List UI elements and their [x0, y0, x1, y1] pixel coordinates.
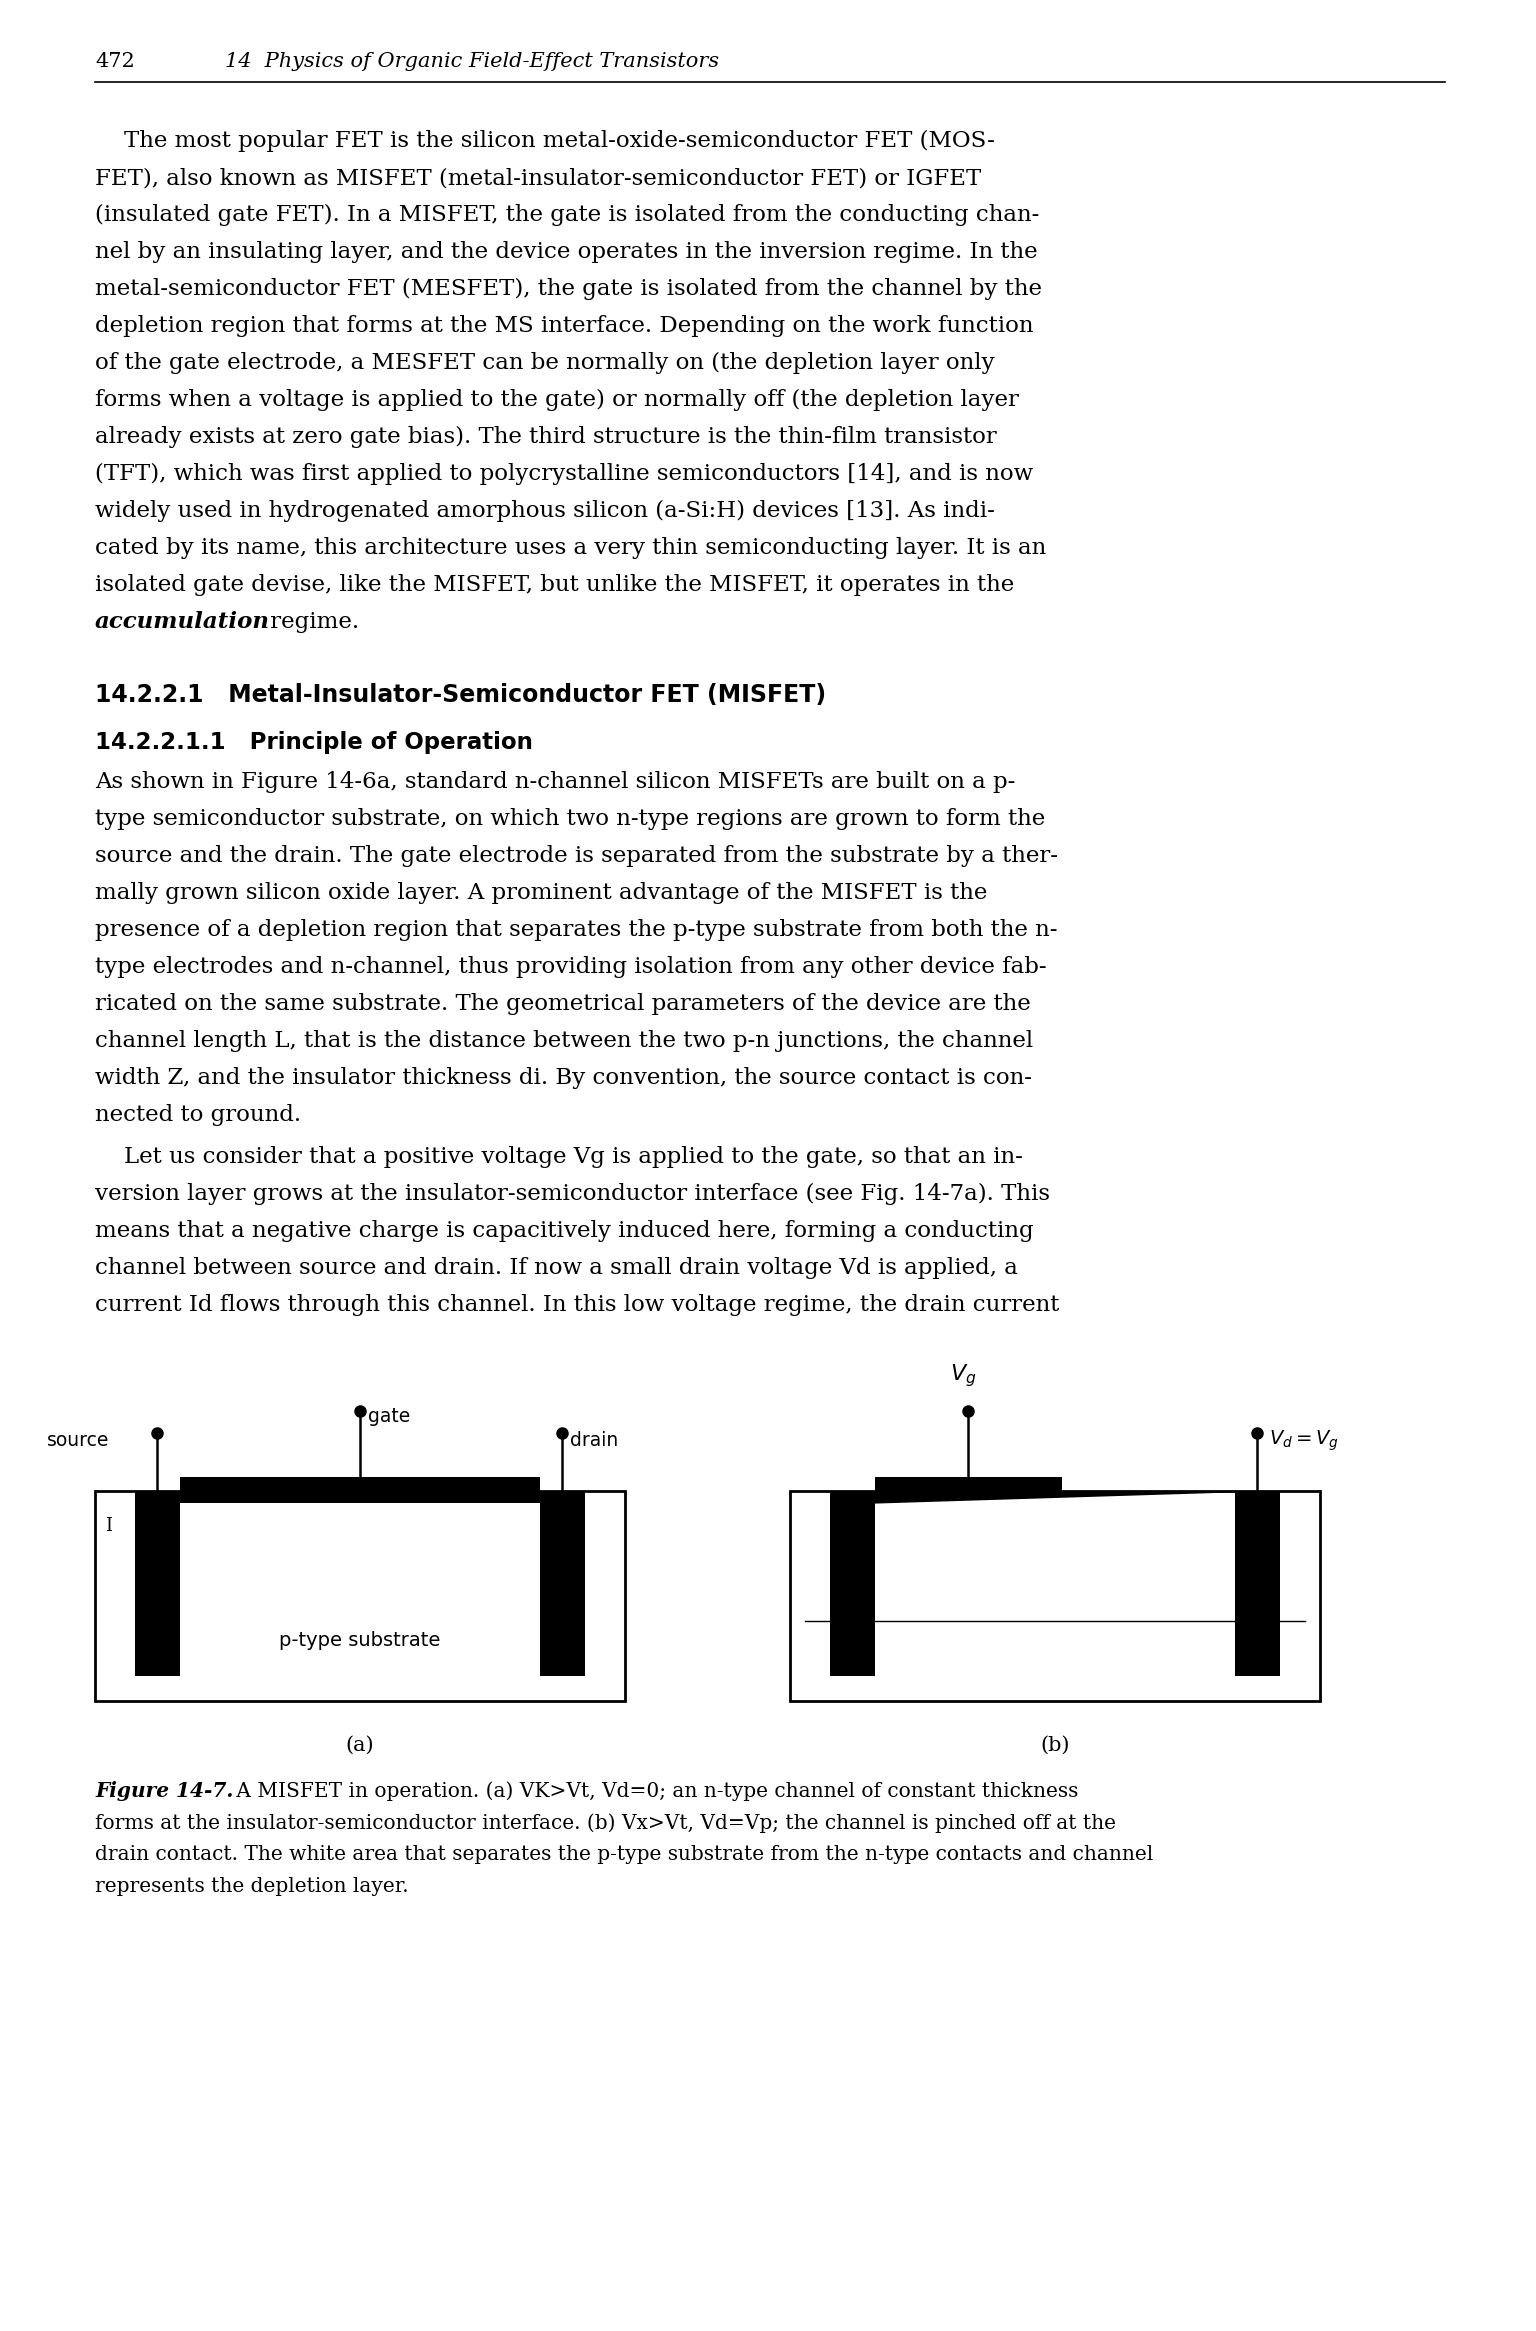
Bar	[135, 1492, 585, 1503]
Text: type semiconductor substrate, on which two n-type regions are grown to form the: type semiconductor substrate, on which t…	[95, 809, 1046, 830]
Bar	[876, 1478, 1061, 1492]
Text: forms at the insulator-semiconductor interface. (b) Vx>Vt, Vd=Vp; the channel is: forms at the insulator-semiconductor int…	[95, 1814, 1117, 1832]
Text: The most popular FET is the silicon metal-oxide-semiconductor FET (MOS-: The most popular FET is the silicon meta…	[95, 131, 995, 152]
Text: source: source	[46, 1431, 109, 1450]
Text: accumulation: accumulation	[95, 611, 270, 634]
Text: channel length L, that is the distance between the two p-n junctions, the channe: channel length L, that is the distance b…	[95, 1030, 1034, 1051]
Text: 14  Physics of Organic Field-Effect Transistors: 14 Physics of Organic Field-Effect Trans…	[224, 51, 719, 70]
Text: gate: gate	[369, 1406, 410, 1427]
Text: $V_g$: $V_g$	[949, 1361, 977, 1389]
Text: mally grown silicon oxide layer. A prominent advantage of the MISFET is the: mally grown silicon oxide layer. A promi…	[95, 881, 988, 904]
Bar	[790, 1492, 1319, 1702]
Text: As shown in Figure 14-6a, standard n-channel silicon MISFETs are built on a p-: As shown in Figure 14-6a, standard n-cha…	[95, 772, 1015, 793]
Text: ricated on the same substrate. The geometrical parameters of the device are the: ricated on the same substrate. The geome…	[95, 993, 1031, 1014]
Text: channel between source and drain. If now a small drain voltage Vd is applied, a: channel between source and drain. If now…	[95, 1256, 1018, 1280]
Bar	[180, 1478, 541, 1492]
Text: A MISFET in operation. (a) VK>Vt, Vd=0; an n-type channel of constant thickness: A MISFET in operation. (a) VK>Vt, Vd=0; …	[230, 1781, 1078, 1800]
Text: p-type substrate: p-type substrate	[280, 1632, 441, 1650]
Bar	[95, 1492, 625, 1702]
Bar	[135, 1492, 180, 1676]
Bar	[829, 1492, 876, 1676]
Text: 14.2.2.1   Metal-Insulator-Semiconductor FET (MISFET): 14.2.2.1 Metal-Insulator-Semiconductor F…	[95, 683, 826, 706]
Text: current Id flows through this channel. In this low voltage regime, the drain cur: current Id flows through this channel. I…	[95, 1294, 1060, 1317]
Text: (TFT), which was first applied to polycrystalline semiconductors [14], and is no: (TFT), which was first applied to polycr…	[95, 464, 1034, 485]
Text: $V_d = V_g$: $V_d = V_g$	[1269, 1429, 1339, 1452]
Bar	[1235, 1492, 1279, 1676]
Text: cated by its name, this architecture uses a very thin semiconducting layer. It i: cated by its name, this architecture use…	[95, 536, 1046, 559]
Text: (a): (a)	[346, 1737, 375, 1755]
Text: presence of a depletion region that separates the p-type substrate from both the: presence of a depletion region that sepa…	[95, 918, 1057, 942]
Polygon shape	[829, 1492, 1279, 1506]
Text: regime.: regime.	[263, 611, 359, 634]
Bar	[541, 1492, 585, 1676]
Text: Figure 14-7.: Figure 14-7.	[95, 1781, 233, 1802]
Text: drain contact. The white area that separates the p-type substrate from the n-typ: drain contact. The white area that separ…	[95, 1846, 1154, 1865]
Text: represents the depletion layer.: represents the depletion layer.	[95, 1876, 409, 1895]
Text: of the gate electrode, a MESFET can be normally on (the depletion layer only: of the gate electrode, a MESFET can be n…	[95, 352, 995, 373]
Text: already exists at zero gate bias). The third structure is the thin-film transist: already exists at zero gate bias). The t…	[95, 427, 997, 448]
Text: source and the drain. The gate electrode is separated from the substrate by a th: source and the drain. The gate electrode…	[95, 846, 1058, 867]
Text: metal-semiconductor FET (MESFET), the gate is isolated from the channel by the: metal-semiconductor FET (MESFET), the ga…	[95, 277, 1041, 301]
Text: (b): (b)	[1040, 1737, 1069, 1755]
Text: forms when a voltage is applied to the gate) or normally off (the depletion laye: forms when a voltage is applied to the g…	[95, 389, 1018, 410]
Text: drain: drain	[570, 1431, 619, 1450]
Text: 14.2.2.1.1   Principle of Operation: 14.2.2.1.1 Principle of Operation	[95, 732, 533, 753]
Text: 472: 472	[95, 51, 135, 70]
Text: Let us consider that a positive voltage Vg is applied to the gate, so that an in: Let us consider that a positive voltage …	[95, 1147, 1023, 1168]
Text: nected to ground.: nected to ground.	[95, 1105, 301, 1126]
Text: nel by an insulating layer, and the device operates in the inversion regime. In : nel by an insulating layer, and the devi…	[95, 240, 1038, 263]
Text: depletion region that forms at the MS interface. Depending on the work function: depletion region that forms at the MS in…	[95, 315, 1034, 338]
Text: version layer grows at the insulator-semiconductor interface (see Fig. 14-7a). T: version layer grows at the insulator-sem…	[95, 1184, 1051, 1205]
Text: type electrodes and n-channel, thus providing isolation from any other device fa: type electrodes and n-channel, thus prov…	[95, 956, 1046, 979]
Text: I: I	[104, 1517, 112, 1536]
Text: width Z, and the insulator thickness di. By convention, the source contact is co: width Z, and the insulator thickness di.…	[95, 1068, 1032, 1089]
Text: (insulated gate FET). In a MISFET, the gate is isolated from the conducting chan: (insulated gate FET). In a MISFET, the g…	[95, 205, 1040, 226]
Text: isolated gate devise, like the MISFET, but unlike the MISFET, it operates in the: isolated gate devise, like the MISFET, b…	[95, 573, 1014, 597]
Text: means that a negative charge is capacitively induced here, forming a conducting: means that a negative charge is capaciti…	[95, 1219, 1034, 1242]
Text: FET), also known as MISFET (metal-insulator-semiconductor FET) or IGFET: FET), also known as MISFET (metal-insula…	[95, 168, 982, 189]
Text: widely used in hydrogenated amorphous silicon (a-Si:H) devices [13]. As indi-: widely used in hydrogenated amorphous si…	[95, 501, 995, 522]
